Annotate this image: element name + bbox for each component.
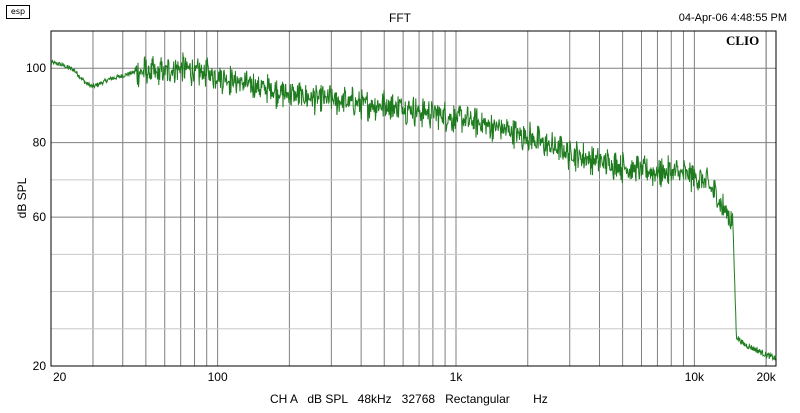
y-axis-label: dB SPL	[15, 177, 29, 218]
timestamp: 04-Apr-06 4:48:55 PM	[678, 12, 787, 24]
y-tick-label: 60	[33, 210, 47, 224]
footer-fft-size: 32768	[401, 392, 436, 406]
y-tick-label: 20	[33, 359, 47, 373]
footer-channel: CH A	[270, 392, 298, 406]
x-tick-label: 20	[53, 370, 67, 384]
footer-window: Rectangular	[445, 392, 510, 406]
chart-title: FFT	[389, 11, 411, 25]
esp-logo: esp	[6, 5, 30, 19]
footer-unit: dB SPL	[307, 392, 348, 406]
clio-brand: CLIO	[726, 33, 759, 48]
tick-labels: 20 100 1k 10k 20k 20 60 80 100	[26, 61, 777, 384]
series-line	[50, 52, 777, 362]
footer-sample-rate: 48kHz	[357, 392, 392, 406]
footer-x-unit: Hz	[533, 392, 548, 406]
y-tick-label: 80	[33, 136, 47, 150]
x-tick-label: 20k	[756, 370, 776, 384]
footer-info: CH A dB SPL 48kHz 32768 Rectangular Hz	[270, 392, 548, 406]
x-tick-label: 10k	[685, 370, 705, 384]
grid	[51, 31, 776, 366]
x-tick-label: 1k	[450, 370, 464, 384]
plot-frame	[50, 30, 777, 367]
y-tick-label: 100	[26, 61, 46, 75]
x-tick-label: 100	[208, 370, 228, 384]
